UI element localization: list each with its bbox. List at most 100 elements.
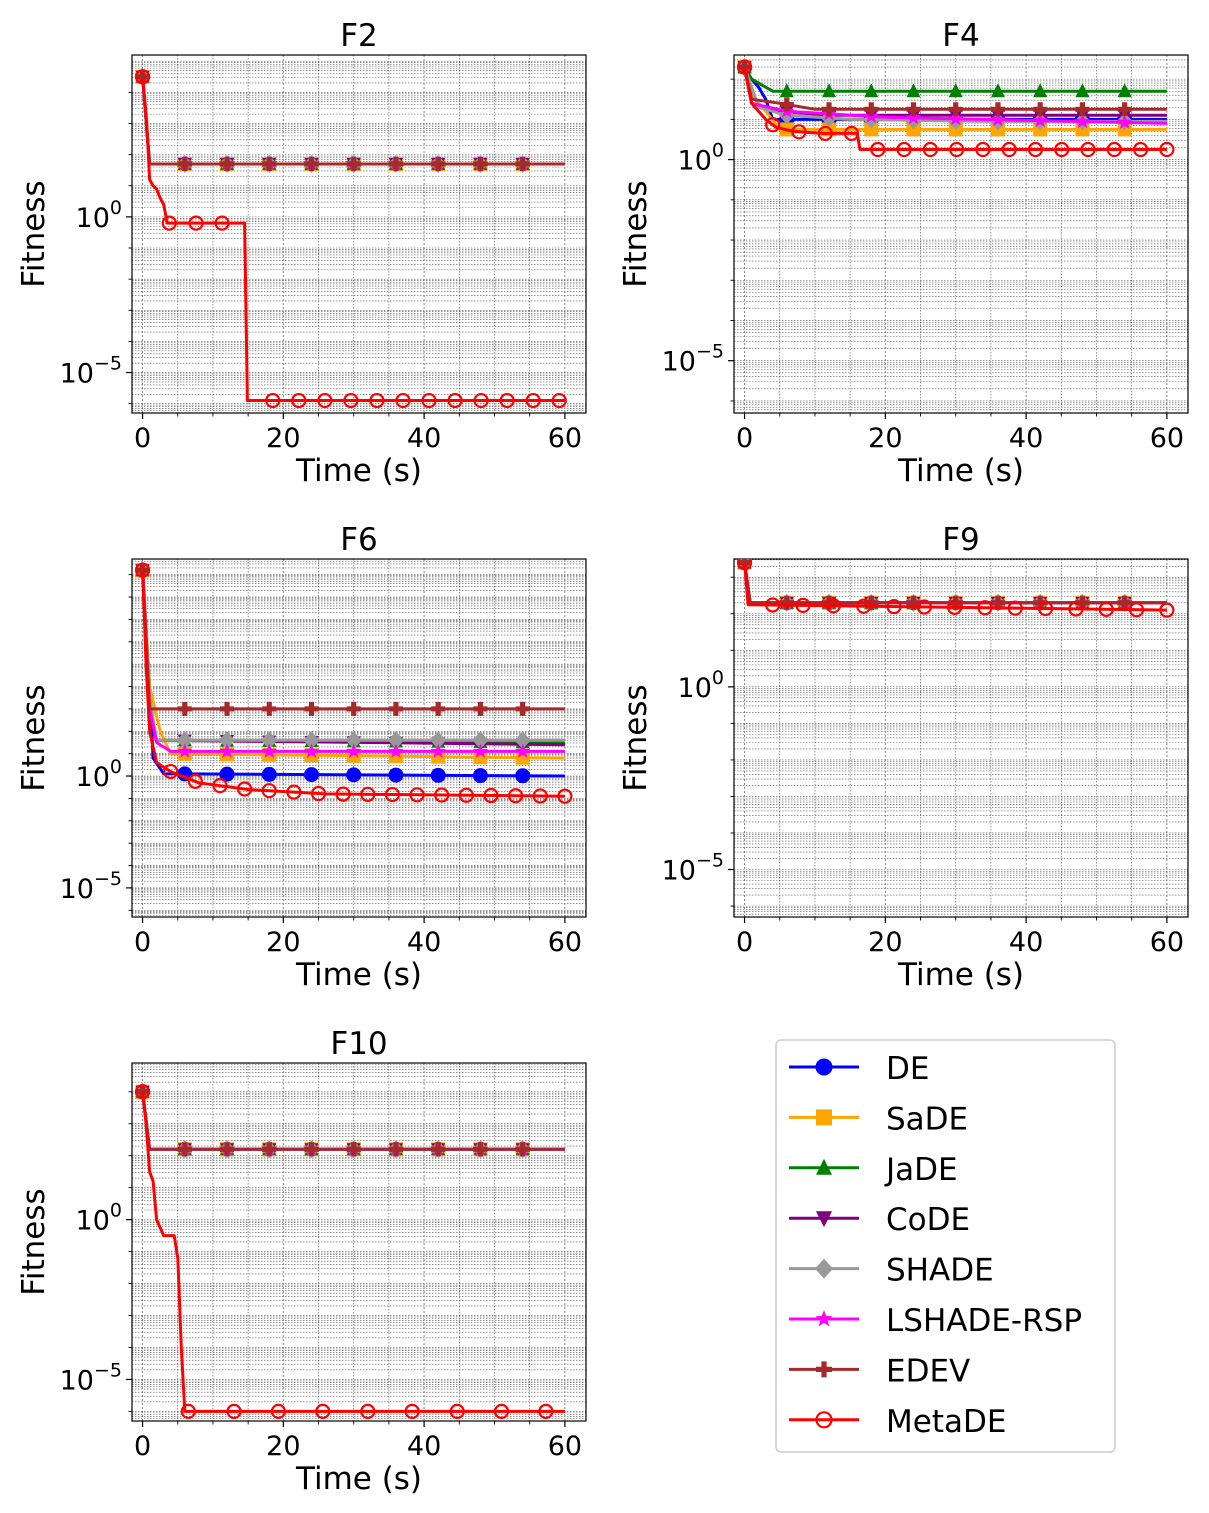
y-tick-base: 10 bbox=[662, 347, 696, 378]
y-axis-label: Fitness bbox=[618, 684, 654, 791]
data-point bbox=[1133, 141, 1149, 158]
data-point bbox=[387, 731, 404, 750]
data-point bbox=[409, 787, 425, 803]
data-point bbox=[430, 743, 446, 758]
data-point bbox=[472, 743, 489, 758]
data-point bbox=[1033, 83, 1048, 98]
series-line-de bbox=[141, 76, 565, 166]
data-point bbox=[177, 701, 192, 716]
data-point bbox=[346, 767, 362, 783]
data-point bbox=[1080, 141, 1096, 158]
data-point bbox=[736, 559, 753, 571]
data-point bbox=[270, 1403, 287, 1420]
y-tick-exponent: −5 bbox=[696, 341, 724, 363]
data-point bbox=[360, 1403, 376, 1420]
subplot-title: F4 bbox=[942, 18, 980, 54]
data-point bbox=[1117, 83, 1132, 98]
data-point bbox=[176, 731, 193, 750]
data-point bbox=[388, 1142, 403, 1157]
y-tick-exponent: −5 bbox=[94, 1359, 122, 1381]
data-point bbox=[1001, 141, 1017, 158]
legend-item-sade: SaDE bbox=[789, 1101, 968, 1137]
y-axis-label: Fitness bbox=[16, 1188, 52, 1295]
y-tick-exponent: 0 bbox=[712, 667, 724, 689]
data-point bbox=[737, 60, 752, 75]
data-point bbox=[261, 743, 277, 758]
data-point bbox=[212, 778, 228, 794]
x-tick-label: 40 bbox=[407, 927, 441, 958]
data-point bbox=[948, 102, 963, 117]
data-point bbox=[261, 766, 277, 782]
subplot-title: F6 bbox=[340, 522, 378, 558]
y-tick-base: 10 bbox=[662, 856, 696, 887]
x-tick-label: 60 bbox=[548, 1431, 582, 1462]
data-point bbox=[214, 215, 230, 231]
data-point bbox=[532, 788, 548, 804]
series-line-sade bbox=[141, 76, 565, 166]
data-point bbox=[177, 743, 193, 758]
data-point bbox=[177, 156, 192, 171]
series-line-metade bbox=[743, 66, 1167, 151]
data-point bbox=[765, 597, 781, 613]
data-point bbox=[473, 1142, 488, 1157]
data-point bbox=[304, 701, 319, 716]
data-point bbox=[515, 1142, 530, 1157]
y-tick-base: 10 bbox=[60, 359, 94, 390]
data-point bbox=[906, 102, 921, 117]
x-tick-label: 20 bbox=[266, 927, 300, 958]
x-tick-label: 20 bbox=[868, 423, 902, 454]
legend: DE SaDE JaDE CoDE SHADE LSHADE-RSP EDEV MetaDE bbox=[775, 1039, 1116, 1453]
y-tick-exponent: 0 bbox=[712, 140, 724, 162]
data-point bbox=[473, 392, 489, 409]
x-tick-label: 40 bbox=[407, 1431, 441, 1462]
data-point bbox=[345, 731, 362, 750]
data-point bbox=[990, 102, 1005, 117]
data-point bbox=[947, 599, 963, 615]
series-group bbox=[736, 559, 1175, 618]
data-point bbox=[906, 83, 921, 98]
legend-label: CoDE bbox=[886, 1202, 970, 1238]
data-point bbox=[791, 124, 807, 140]
data-point bbox=[343, 392, 359, 409]
series-line-metade bbox=[141, 1091, 565, 1413]
data-point bbox=[388, 767, 404, 783]
data-point bbox=[975, 141, 991, 158]
data-point bbox=[304, 1142, 319, 1157]
data-point bbox=[161, 215, 177, 231]
data-point bbox=[134, 562, 151, 578]
data-point bbox=[458, 787, 474, 803]
data-point bbox=[916, 599, 932, 615]
y-tick-exponent: 0 bbox=[110, 197, 122, 219]
data-point bbox=[1075, 595, 1090, 610]
data-point bbox=[431, 749, 446, 764]
y-tick-base: 10 bbox=[60, 874, 94, 905]
x-tick-label: 60 bbox=[1150, 927, 1184, 958]
data-point bbox=[237, 781, 253, 797]
legend-item-jade: JaDE bbox=[789, 1152, 958, 1188]
data-point bbox=[1098, 601, 1114, 617]
data-point bbox=[220, 1142, 235, 1157]
plot-frame bbox=[131, 54, 587, 414]
y-tick-label: 100 bbox=[76, 756, 122, 793]
legend-marker bbox=[815, 1310, 833, 1327]
data-point bbox=[388, 701, 403, 716]
y-tick-exponent: 0 bbox=[110, 1200, 122, 1222]
y-tick-label: 10−5 bbox=[60, 353, 122, 390]
data-point bbox=[1117, 595, 1132, 610]
data-point bbox=[515, 156, 530, 171]
y-tick-exponent: −5 bbox=[94, 353, 122, 375]
data-point bbox=[557, 788, 573, 804]
data-point bbox=[765, 117, 781, 133]
data-point bbox=[1068, 601, 1084, 617]
data-point bbox=[261, 731, 278, 750]
x-axis-label: Time (s) bbox=[295, 1461, 422, 1497]
y-tick-exponent: −5 bbox=[94, 868, 122, 890]
data-point bbox=[335, 786, 351, 802]
data-point bbox=[304, 156, 319, 171]
x-axis-label: Time (s) bbox=[897, 957, 1024, 993]
data-point bbox=[515, 768, 531, 784]
data-point bbox=[472, 731, 489, 750]
data-point bbox=[825, 598, 841, 614]
